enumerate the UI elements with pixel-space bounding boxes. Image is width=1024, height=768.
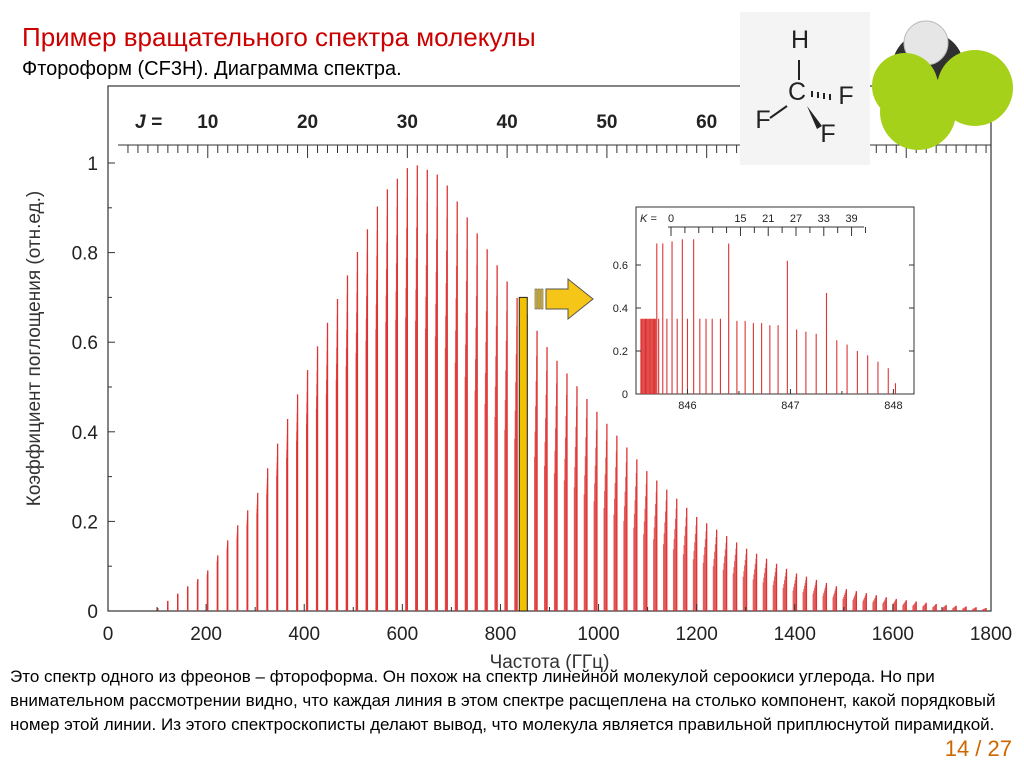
j-tick-label: 10 bbox=[197, 112, 218, 133]
y-tick-label: 0.6 bbox=[72, 333, 98, 354]
inset-chart: 846 847 848 0 0.2 0.4 0.6 K = 0 15 21 27 33 39 bbox=[613, 206, 915, 412]
inset-x-tick-label: 847 bbox=[781, 400, 799, 412]
inset-y-tick-label: 0.2 bbox=[613, 346, 628, 358]
y-tick-label: 0.4 bbox=[72, 423, 99, 444]
x-tick-label: 600 bbox=[386, 624, 418, 645]
inset-y-tick-label: 0.4 bbox=[613, 303, 628, 315]
atom-label: C bbox=[788, 78, 806, 106]
k-tick-label: 33 bbox=[818, 213, 830, 225]
y-tick-label: 0 bbox=[87, 602, 98, 623]
x-tick-label: 1600 bbox=[872, 624, 914, 645]
x-tick-label: 400 bbox=[288, 624, 320, 645]
k-axis-label: K = bbox=[640, 213, 657, 225]
x-tick-label: 0 bbox=[103, 624, 114, 645]
fluorine-sphere bbox=[937, 50, 1013, 126]
x-tick-label: 1400 bbox=[774, 624, 816, 645]
slide-caption: Это спектр одного из фреонов – фтороформ… bbox=[10, 667, 996, 734]
y-tick-label: 0.2 bbox=[72, 512, 98, 533]
k-tick-label: 21 bbox=[762, 213, 774, 225]
structure-panel bbox=[740, 12, 870, 165]
inset-x-tick-label: 848 bbox=[884, 400, 902, 412]
spectral-lines bbox=[157, 165, 987, 611]
j-tick-label: 60 bbox=[696, 112, 717, 133]
atom-label: F bbox=[755, 106, 770, 134]
j-axis-label: J = bbox=[135, 112, 162, 133]
x-tick-label: 1000 bbox=[577, 624, 619, 645]
atom-label: F bbox=[838, 82, 853, 110]
x-tick-label: 200 bbox=[190, 624, 222, 645]
x-tick-label: 800 bbox=[485, 624, 517, 645]
x-axis-title: Частота (ГГц) bbox=[490, 652, 610, 673]
y-tick-label: 1 bbox=[87, 154, 98, 175]
fluorine-sphere bbox=[880, 74, 956, 150]
slide-subtitle: Фтороформ (CF3H). Диаграмма спектра. bbox=[22, 58, 402, 80]
j-tick-label: 50 bbox=[596, 112, 617, 133]
y-axis-title: Коэффициент поглощения (отн.ед.) bbox=[24, 191, 45, 506]
inset-y-tick-label: 0 bbox=[622, 389, 628, 401]
j-tick-label: 20 bbox=[297, 112, 318, 133]
x-tick-label: 1800 bbox=[970, 624, 1012, 645]
wedge-bond bbox=[807, 106, 822, 129]
k-tick-label: 39 bbox=[845, 213, 857, 225]
j-tick-label: 40 bbox=[497, 112, 518, 133]
j-tick-label: 30 bbox=[397, 112, 418, 133]
zoom-highlight bbox=[518, 296, 528, 612]
inset-x-tick-label: 846 bbox=[678, 400, 696, 412]
main-chart: 0 200 400 600 800 1000 1200 1400 1600 180000.20.4… bbox=[24, 85, 1012, 673]
zoom-arrow bbox=[534, 277, 594, 321]
k-tick-label: 27 bbox=[790, 213, 802, 225]
atom-label: F bbox=[820, 120, 835, 148]
bond bbox=[769, 105, 788, 119]
k-tick-label: 15 bbox=[734, 213, 746, 225]
x-tick-label: 1200 bbox=[676, 624, 718, 645]
inset-y-tick-label: 0.6 bbox=[613, 260, 628, 272]
y-tick-label: 0.8 bbox=[72, 244, 98, 265]
k-tick-label: 0 bbox=[668, 213, 674, 225]
atom-label: H bbox=[791, 26, 809, 54]
page-number: 14 / 27 bbox=[944, 736, 1012, 761]
slide-title: Пример вращательного спектра молекулы bbox=[22, 22, 536, 52]
